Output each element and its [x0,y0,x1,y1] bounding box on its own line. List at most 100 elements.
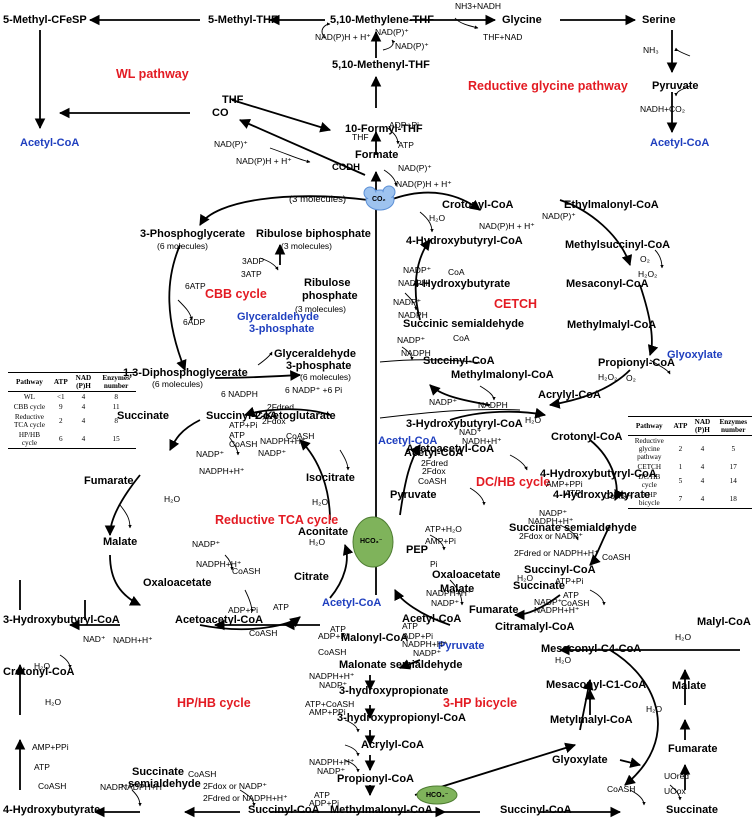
cofactor-nadp-r2: NADP⁺ [196,449,225,459]
cofactor-atp-hp: ATP [34,762,50,772]
cofactor-nadph-r1: NADPH+H⁺ [260,436,306,446]
metabolite-mesaconyl-c4: Mesaconyl-C4-CoA [541,643,642,655]
table-row: Reductive glycine pathway 2 4 5 [628,436,752,463]
cofactor-coa-cetch: CoA [448,267,465,277]
table-cell: 4 [700,463,705,471]
cofactor-nadp-r1: NADP⁺ [258,448,287,458]
metabolite-malate-3hp: Malate [672,680,707,692]
pathway-table-right: Pathway ATP NAD (P)H Enzymes number Reducti… [628,416,752,509]
metabolite-crotonyl-coa-top: Crotonyl-CoA [442,199,514,211]
cofactor-atp-dc3: ATP [563,590,579,600]
metabolite-propionyl-coa-bottom: Propionyl-CoA [337,773,414,785]
cofactor-coash-r4: CoASH [249,628,278,638]
table-header: Pathway [8,372,51,392]
table-cell: 4 [700,477,705,485]
cofactor-nadph-cetch3: NADPH [398,310,428,320]
metabolite-hydroxybutyrate-top: 4-Hydroxybutyrate [413,278,511,290]
product-acetyl-coa-dc: Acetyl-CoA [378,435,438,447]
metabolite-succinyl-coa-bottom: Succinyl-CoA [500,804,572,816]
metabolite-ssa-hp: Succinate [132,766,184,778]
cofactor-nadp-c1: NADP⁺ [413,648,442,658]
cofactor-nadp-r3: NADP⁺ [192,539,221,549]
cofactor-atp-coash: ATP+CoASH [305,699,355,709]
cofactor-nadp-cetch2: NADP⁺ [403,265,432,275]
metabolite-aconitate: Aconitate [298,526,349,538]
cofactor-amp-pi: AMP+Pi [425,536,456,546]
metabolite-hydroxybutyrate-dc: 4-Hydroxybutyrate [553,489,651,501]
table-cell: 4 [70,430,97,449]
metabolite-succinyl-coa-hp: Succinyl-CoA [248,804,320,816]
cofactor-h2o-cetch1: H₂O [429,213,446,223]
metabolite-methylmalonyl-coa-bottom: Methylmalonyl-CoA [330,804,433,816]
cofactor-thf-nad: THF+NAD [483,32,523,42]
metabolite-hb-coa-top: 4-Hydroxybutyryl-CoA [406,235,523,247]
product-acetyl-coa-wl: Acetyl-CoA [20,137,80,149]
pathway-label-dchb: DC/HB cycle [476,475,551,489]
table-cell: 9 [59,403,63,411]
metabolite-ribulose-p2: phosphate [302,290,358,302]
cofactor-nad-hp: NAD⁺ [83,634,106,644]
cofactor-atp-dc1: ATP [565,488,581,498]
co2-label: CO₂ [372,196,386,203]
table-cell: 15 [96,430,136,449]
table-cell: 6 [50,430,71,449]
table-cell: 4 [81,417,86,425]
cofactor-nadph-dc2: NADPH+H⁺ [528,516,574,526]
cofactor-fdred-nadph2: 2Fdred or NADPH+H⁺ [203,793,288,803]
table-header: Enzymes number [714,416,752,436]
cofactor-pi-dc: Pi [430,559,438,569]
cofactor-ribulose-note: (3 molecules) [295,304,347,314]
metabolite-glycine: Glycine [502,14,542,26]
table-cell: 17 [729,463,737,471]
table-cell: 4 [700,445,705,453]
cofactor-fdox1: 2Fdox [262,416,286,426]
cofactor-nadp-hp2: NADP⁺ [100,782,129,792]
cofactor-coash-dc4: CoASH [561,598,590,608]
cofactor-amp-ppi-dc: AMP+PPi [546,479,583,489]
cofactor-atp-r1: ATP [229,430,245,440]
metabolite-acetoacetyl-coa-hp: Acetoacetyl-CoA [175,614,264,626]
product-g3p-line1: Glyceraldehyde [237,311,319,323]
hco3-ellipse-icon [416,785,458,805]
product-pyruvate: Pyruvate [438,640,485,652]
metabolite-crotonyl-coa-hp: Crotonyl-CoA [3,666,75,678]
cofactor-adp-pi: ADP+Pi [389,120,419,130]
cofactor-nadh-hp: NADH+H⁺ [113,635,153,645]
table-row: 3-HP bicycle 7 4 18 [628,490,752,509]
metabolite-hpcoa: 3-hydroxypropionyl-CoA [337,712,466,724]
cofactor-nadp-formate: NAD(P)⁺ [398,163,432,173]
metabolite-citramalyl-coa: Citramalyl-CoA [495,621,575,633]
table-header: Pathway [628,416,671,436]
cofactor-atp-r4: ATP [273,602,289,612]
cofactor-nadph-co: NAD(P)H + H⁺ [236,156,292,166]
cofactor-coash-dc1: CoASH [604,491,633,501]
cofactor-nadph-dc3: NADPH+H⁺ [426,588,472,598]
cofactor-nadph-cetch4: NADPH [401,348,431,358]
cofactor-nadp-c2: NADP⁺ [319,680,348,690]
table-cell: 4 [690,490,715,509]
metabolite-ssa-top: Succinic semialdehyde [403,318,525,330]
cofactor-fdox-dc: 2Fdox [422,466,446,476]
table-row: Reductive TCA cycle 2 4 8 [8,412,136,430]
table-row: CETCH 1 4 17 [628,462,752,472]
metabolite-oxaloacetate-rtca: Oxaloacetate [143,577,212,589]
metabolite-mesaconyl-c1: Mesaconyl-C1-CoA [546,679,647,691]
table-header: NAD (P)H [690,416,715,436]
table-row: HP/HB cycle 6 4 15 [8,430,136,449]
metabolite-oxaloacetate-dc: Oxaloacetate [432,569,501,581]
cofactor-h2o2: H₂O₂ [638,269,658,279]
cofactor-nadp-c3: NADP⁺ [317,766,346,776]
table-cell: 8 [114,393,118,401]
cofactor-nadph-cetch1: NAD(P)H + H⁺ [479,221,535,231]
pathway-label-cbb: CBB cycle [205,287,267,301]
cofactor-nadp-cetch4: NADP⁺ [397,335,426,345]
cofactor-nadph-formate: NAD(P)H + H⁺ [396,179,452,189]
metabolite-oxoglutarate: 2-Ketoglutarate [255,410,336,422]
metabolite-g3p2: 3-phosphate [286,360,352,372]
table-header: Enzymes number [96,372,136,392]
cofactor-thf-small: THF [352,132,369,142]
cofactor-coash-c: CoASH [318,647,347,657]
cofactor-nadph-r3: NADPH+H⁺ [196,559,242,569]
metabolite-succinyl-coa-cetch: Succinyl-CoA [423,355,495,367]
